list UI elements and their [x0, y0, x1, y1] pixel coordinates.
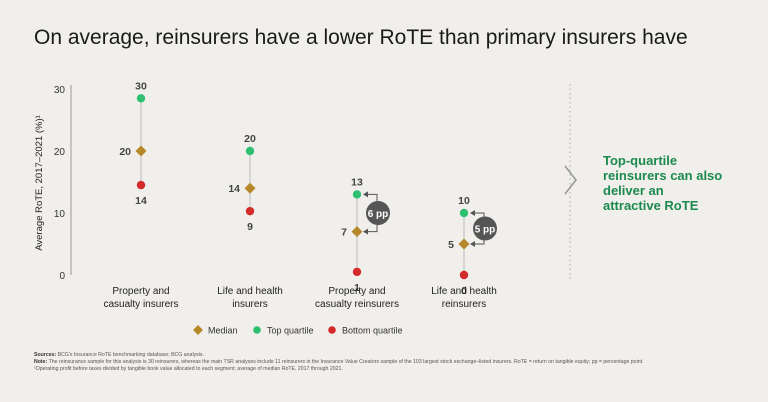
legend-label: Top quartile	[267, 326, 314, 336]
legend-bottom-quartile-marker	[328, 326, 336, 334]
bottom-quartile-point	[136, 180, 146, 190]
bottom-quartile-point	[245, 206, 255, 216]
gap-arrowhead	[363, 191, 368, 198]
top-quartile-label: 30	[135, 80, 147, 92]
note-label: Note:	[34, 359, 48, 365]
sources-label: Sources:	[34, 352, 57, 358]
top-quartile-label: 10	[458, 195, 470, 207]
y-axis-label: Average RoTE, 2017–2021 (%)¹	[34, 115, 45, 251]
gap-badge-label: 6 pp	[368, 209, 389, 220]
chevron-right-icon	[564, 165, 578, 195]
bottom-quartile-point	[459, 270, 469, 280]
category-label: casualty insurers	[103, 299, 178, 310]
top-quartile-label: 20	[244, 133, 256, 145]
median-point	[244, 182, 256, 194]
bottom-quartile-point	[352, 267, 362, 277]
gap-arrowhead	[470, 210, 475, 216]
legend-label: Bottom quartile	[342, 326, 403, 336]
top-quartile-point	[352, 190, 362, 199]
median-point	[135, 145, 147, 157]
median-label: 20	[119, 146, 131, 158]
category-label: casualty reinsurers	[315, 299, 399, 310]
bottom-quartile-label: 0	[461, 285, 467, 297]
y-tick-label: 20	[54, 147, 66, 158]
legend-label: Median	[208, 326, 238, 336]
median-point	[351, 226, 363, 238]
category-label: insurers	[232, 299, 268, 310]
gap-arrowhead	[470, 241, 475, 247]
bottom-quartile-label: 14	[135, 195, 147, 207]
chart-title: On average, reinsurers have a lower RoTE…	[34, 26, 688, 49]
footnotes: Sources: BCG's Insurance RoTE benchmarki…	[34, 352, 749, 373]
top-quartile-point	[136, 94, 146, 103]
legend-top-quartile-marker	[253, 326, 261, 334]
gap-badge-label: 5 pp	[475, 225, 496, 236]
top-quartile-point	[245, 146, 255, 156]
note-text: The reinsurance sample for this analysis…	[48, 359, 644, 365]
sources-text: BCG's Insurance RoTE benchmarking databa…	[57, 352, 204, 358]
gap-badge	[473, 216, 497, 241]
gap-arrowhead	[363, 228, 368, 235]
top-quartile-point	[459, 208, 469, 218]
median-point	[458, 238, 470, 250]
y-tick-label: 0	[59, 271, 65, 282]
bottom-quartile-label: 9	[247, 221, 253, 233]
top-quartile-label: 13	[351, 176, 363, 188]
footnote-text: ¹Operating profit before taxes divided b…	[34, 366, 343, 372]
median-label: 7	[341, 227, 347, 239]
y-tick-label: 30	[54, 85, 66, 96]
category-label: Property and	[328, 286, 385, 297]
bottom-quartile-label: 1	[354, 282, 360, 294]
category-label: Life and health	[431, 286, 497, 297]
category-label: Property and	[112, 286, 169, 297]
gap-badge	[366, 201, 390, 225]
category-label: reinsurers	[442, 299, 486, 310]
median-label: 14	[228, 183, 240, 195]
y-tick-label: 10	[54, 209, 66, 220]
median-label: 5	[448, 239, 454, 251]
legend-median-marker	[193, 325, 203, 335]
category-label: Life and health	[217, 286, 283, 297]
callout-text: Top-quartile reinsurers can also deliver…	[603, 153, 723, 213]
